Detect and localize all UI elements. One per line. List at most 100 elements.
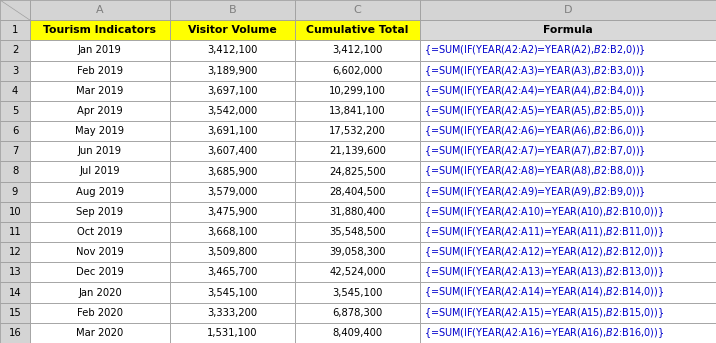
Text: 3,189,900: 3,189,900 [207,66,258,75]
Bar [0,242,30,262]
Bar [30,283,170,303]
Bar [30,262,170,283]
Bar [30,323,170,343]
Text: 1,531,100: 1,531,100 [207,328,258,338]
Bar [170,242,295,262]
Bar [0,222,30,242]
Text: 10: 10 [9,207,21,217]
Bar [420,262,716,283]
Text: 1: 1 [12,25,18,35]
Text: 21,139,600: 21,139,600 [329,146,386,156]
Bar [30,222,170,242]
Text: 11: 11 [9,227,21,237]
Bar [295,181,420,202]
Bar [0,101,30,121]
Bar [295,101,420,121]
Bar [170,283,295,303]
Bar [0,40,30,60]
Bar [420,222,716,242]
Bar [420,60,716,81]
Text: 3,509,800: 3,509,800 [207,247,258,257]
Bar [295,242,420,262]
Bar [420,242,716,262]
Text: 3,668,100: 3,668,100 [207,227,258,237]
Text: 9: 9 [12,187,18,197]
Text: Jan 2019: Jan 2019 [78,45,122,56]
Text: Aug 2019: Aug 2019 [76,187,124,197]
Text: {=SUM(IF(YEAR($A$2:A11)=YEAR(A11),$B$2:B11,0))}: {=SUM(IF(YEAR($A$2:A11)=YEAR(A11),$B$2:B… [424,225,664,239]
Bar [170,81,295,101]
Bar [420,303,716,323]
Text: 2: 2 [12,45,18,56]
Bar [170,141,295,162]
Bar [0,283,30,303]
Bar [295,20,420,40]
Text: Cumulative Total: Cumulative Total [306,25,409,35]
Bar [295,162,420,181]
Bar [30,0,170,20]
Text: Feb 2020: Feb 2020 [77,308,123,318]
Text: 31,880,400: 31,880,400 [329,207,386,217]
Text: {=SUM(IF(YEAR($A$2:A4)=YEAR(A4),$B$2:B4,0))}: {=SUM(IF(YEAR($A$2:A4)=YEAR(A4),$B$2:B4,… [424,84,646,98]
Text: 3,685,900: 3,685,900 [207,166,258,177]
Bar [30,181,170,202]
Text: 3,465,700: 3,465,700 [207,268,258,277]
Bar [170,0,295,20]
Text: 13: 13 [9,268,21,277]
Bar [0,162,30,181]
Bar [30,303,170,323]
Text: Formula: Formula [543,25,593,35]
Bar [0,81,30,101]
Text: 3,475,900: 3,475,900 [207,207,258,217]
Text: {=SUM(IF(YEAR($A$2:A13)=YEAR(A13),$B$2:B13,0))}: {=SUM(IF(YEAR($A$2:A13)=YEAR(A13),$B$2:B… [424,265,664,279]
Bar [295,303,420,323]
Text: 3,545,100: 3,545,100 [332,287,383,298]
Text: 14: 14 [9,287,21,298]
Bar [420,81,716,101]
Bar [0,181,30,202]
Text: C: C [354,5,362,15]
Bar [170,40,295,60]
Text: {=SUM(IF(YEAR($A$2:A10)=YEAR(A10),$B$2:B10,0))}: {=SUM(IF(YEAR($A$2:A10)=YEAR(A10),$B$2:B… [424,205,664,219]
Text: Jul 2019: Jul 2019 [79,166,120,177]
Text: {=SUM(IF(YEAR($A$2:A3)=YEAR(A3),$B$2:B3,0))}: {=SUM(IF(YEAR($A$2:A3)=YEAR(A3),$B$2:B3,… [424,64,646,78]
Bar [420,0,716,20]
Text: D: D [564,5,572,15]
Text: {=SUM(IF(YEAR($A$2:A7)=YEAR(A7),$B$2:B7,0))}: {=SUM(IF(YEAR($A$2:A7)=YEAR(A7),$B$2:B7,… [424,144,646,158]
Bar [420,162,716,181]
Bar [30,60,170,81]
Text: 42,524,000: 42,524,000 [329,268,386,277]
Bar [420,202,716,222]
Bar [420,181,716,202]
Bar [295,141,420,162]
Bar [170,121,295,141]
Text: Apr 2019: Apr 2019 [77,106,122,116]
Bar [170,202,295,222]
Text: Jun 2019: Jun 2019 [78,146,122,156]
Bar [295,60,420,81]
Text: {=SUM(IF(YEAR($A$2:A5)=YEAR(A5),$B$2:B5,0))}: {=SUM(IF(YEAR($A$2:A5)=YEAR(A5),$B$2:B5,… [424,104,646,118]
Text: {=SUM(IF(YEAR($A$2:A15)=YEAR(A15),$B$2:B15,0))}: {=SUM(IF(YEAR($A$2:A15)=YEAR(A15),$B$2:B… [424,306,664,320]
Text: 3,697,100: 3,697,100 [207,86,258,96]
Bar [30,141,170,162]
Text: B: B [228,5,236,15]
Bar [420,101,716,121]
Bar [420,141,716,162]
Text: 3,607,400: 3,607,400 [207,146,258,156]
Text: Mar 2020: Mar 2020 [77,328,123,338]
Text: Oct 2019: Oct 2019 [77,227,122,237]
Text: 12: 12 [9,247,21,257]
Text: {=SUM(IF(YEAR($A$2:A16)=YEAR(A16),$B$2:B16,0))}: {=SUM(IF(YEAR($A$2:A16)=YEAR(A16),$B$2:B… [424,326,664,340]
Bar [170,20,295,40]
Text: 39,058,300: 39,058,300 [329,247,386,257]
Text: 15: 15 [9,308,21,318]
Bar [420,20,716,40]
Text: 8,409,400: 8,409,400 [332,328,383,338]
Text: A: A [96,5,104,15]
Bar [0,323,30,343]
Bar [295,202,420,222]
Text: {=SUM(IF(YEAR($A$2:A8)=YEAR(A8),$B$2:B8,0))}: {=SUM(IF(YEAR($A$2:A8)=YEAR(A8),$B$2:B8,… [424,165,646,178]
Bar [170,323,295,343]
Bar [30,81,170,101]
Bar [170,303,295,323]
